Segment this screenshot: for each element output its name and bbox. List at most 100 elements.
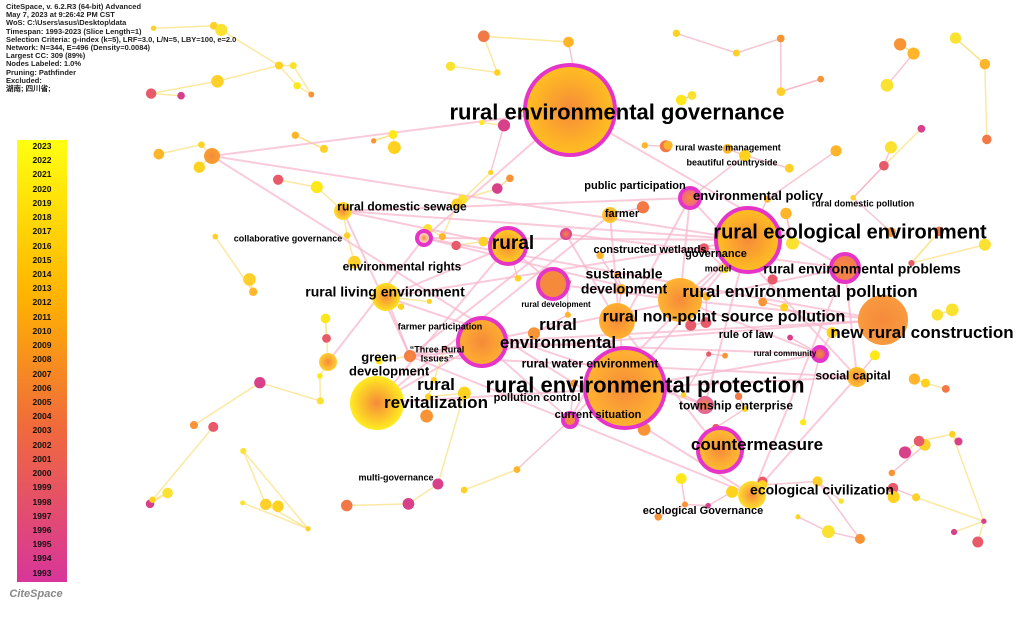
node [787, 334, 793, 341]
node [780, 303, 789, 312]
node [696, 396, 714, 414]
node-label: township enterprise [678, 398, 794, 413]
edge [409, 233, 567, 357]
edge [844, 267, 858, 378]
node [513, 466, 521, 474]
node [506, 174, 514, 183]
node [636, 201, 650, 214]
header-line: CiteSpace, v. 6.2.R3 (64-bit) Advanced [6, 2, 142, 11]
node [879, 160, 889, 171]
node [941, 385, 950, 393]
edge [242, 502, 309, 530]
node [680, 392, 687, 398]
edge [954, 37, 986, 65]
node [451, 240, 461, 251]
node [460, 486, 468, 494]
node [714, 206, 782, 274]
legend-year: 2003 [32, 425, 52, 436]
node-label: public participation [584, 180, 686, 193]
edge [376, 245, 509, 404]
header-line: WoS: C:\Users\asus\Desktop\data [6, 18, 127, 28]
node [319, 353, 337, 371]
node [784, 163, 794, 173]
edge [346, 503, 409, 507]
node [243, 273, 256, 286]
node-label: rural living environment [305, 283, 465, 300]
edge [150, 80, 218, 95]
node [212, 233, 219, 240]
legend-year: 2013 [32, 283, 52, 294]
edge [951, 433, 985, 522]
node [340, 499, 353, 512]
edge [409, 355, 753, 496]
edge [762, 480, 818, 486]
node [149, 496, 156, 503]
edge [242, 450, 267, 505]
legend-year: 2020 [32, 183, 52, 194]
edge [483, 35, 499, 73]
node [738, 481, 766, 509]
edge [911, 244, 986, 264]
edge [852, 197, 892, 233]
node [954, 437, 963, 446]
node [260, 498, 272, 511]
edge [193, 382, 261, 426]
node [696, 426, 744, 474]
node [322, 333, 331, 343]
edge [385, 245, 509, 298]
node [514, 274, 522, 282]
header-line: Nodes Labeled: 1.0% [6, 59, 82, 69]
node [908, 259, 915, 267]
legend-year: 1997 [32, 510, 52, 521]
node [177, 91, 185, 100]
edge [423, 237, 749, 241]
node [949, 32, 962, 44]
node [945, 303, 959, 317]
edge [736, 37, 781, 54]
edge [852, 165, 885, 199]
node [887, 491, 900, 504]
legend-year: 1995 [32, 539, 52, 550]
node [786, 236, 800, 250]
edge [265, 503, 309, 530]
node [869, 350, 880, 361]
node [527, 327, 541, 340]
edge [483, 35, 569, 43]
node-label: environmental rights [342, 259, 462, 274]
edge [751, 267, 846, 496]
node [893, 38, 907, 51]
edge [292, 65, 312, 95]
node [596, 251, 604, 260]
node [758, 297, 768, 307]
edge [516, 419, 571, 471]
node [211, 75, 224, 88]
node [934, 226, 945, 237]
edge [891, 444, 926, 474]
header-line: Selection Criteria: g-index (k=5), LRF=3… [6, 34, 237, 44]
header-line: May 7, 2023 at 9:26:42 PM CST [6, 10, 115, 20]
node-label: rural [491, 233, 535, 255]
node [886, 227, 896, 237]
node [822, 525, 835, 539]
legend-year: 2019 [32, 197, 52, 208]
node [880, 78, 894, 92]
edge [153, 25, 214, 29]
node [272, 500, 284, 513]
node [858, 295, 908, 345]
legend-year: 2001 [32, 453, 52, 464]
legend-year: 2004 [32, 411, 52, 422]
node [249, 287, 258, 296]
node [682, 501, 689, 508]
legend-year: 1999 [32, 482, 52, 493]
node [917, 124, 926, 133]
node-label: model [704, 263, 732, 274]
edge [766, 150, 837, 200]
header-info: CiteSpace, v. 6.2.R3 (64-bit) Advanced Ma… [6, 2, 237, 93]
legend-year: 2014 [32, 268, 52, 279]
node-label: rural environmental problems [763, 260, 961, 277]
edge [158, 143, 202, 155]
node [240, 500, 246, 506]
edge [616, 320, 721, 451]
node-label: sustainable development [580, 265, 668, 296]
node [780, 207, 792, 220]
